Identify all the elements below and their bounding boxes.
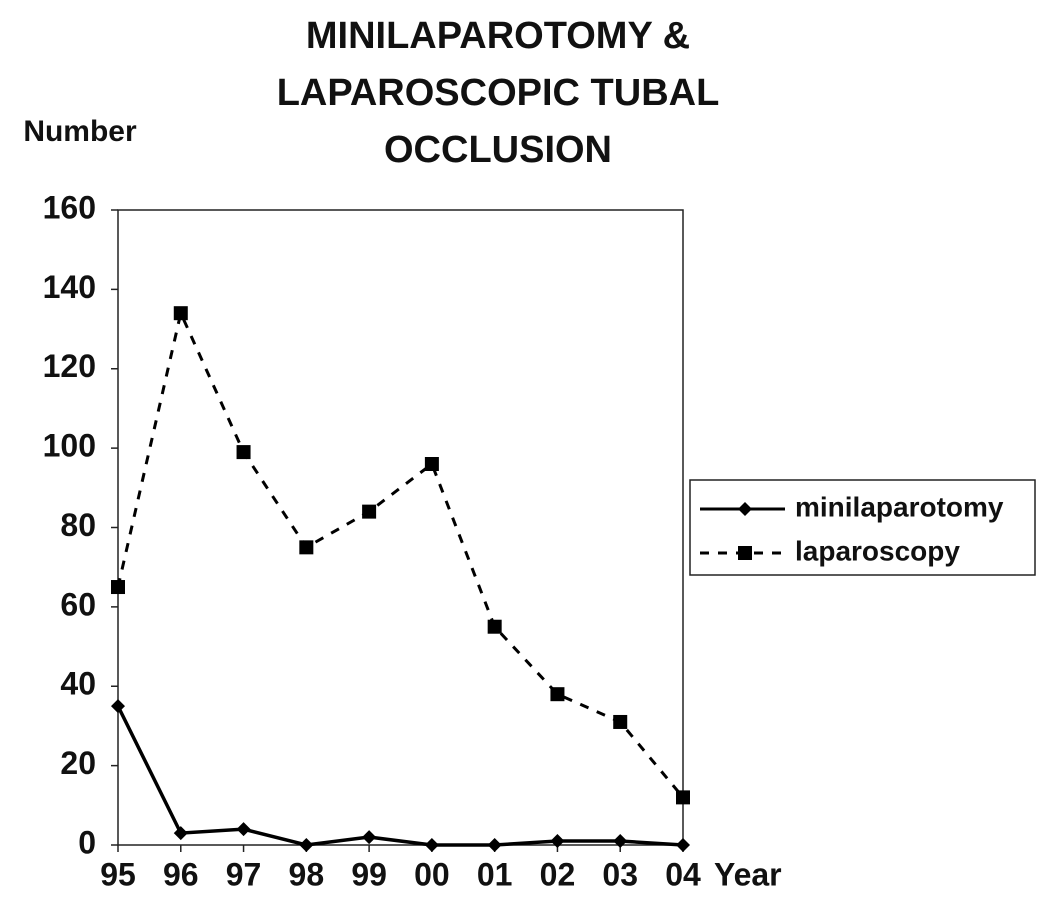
y-tick-label: 0 — [78, 824, 96, 860]
marker — [676, 838, 690, 852]
y-tick-label: 80 — [60, 507, 96, 543]
chart-title: MINILAPAROTOMY & — [306, 15, 690, 57]
marker — [676, 790, 690, 805]
legend-label: minilaparotomy — [795, 491, 1004, 522]
marker — [111, 699, 125, 714]
series-line — [116, 705, 684, 847]
x-tick-label: 04 — [665, 856, 701, 892]
y-axis-label: Number — [23, 115, 137, 148]
marker — [424, 838, 439, 852]
y-tick-label: 20 — [60, 745, 96, 781]
marker — [299, 838, 314, 852]
legend-marker — [738, 502, 752, 516]
x-tick-label: 96 — [163, 856, 199, 892]
y-tick-label: 100 — [43, 428, 96, 464]
marker — [236, 822, 251, 837]
x-tick-label: 02 — [540, 856, 576, 892]
marker — [550, 834, 565, 849]
series-line — [116, 308, 685, 799]
legend-label: laparoscopy — [795, 535, 960, 566]
chart-title: OCCLUSION — [384, 129, 612, 171]
x-tick-label: 98 — [289, 856, 325, 892]
x-tick-label: 99 — [351, 856, 387, 892]
x-tick-label: 03 — [602, 856, 638, 892]
y-tick-label: 160 — [43, 189, 96, 225]
y-tick-label: 120 — [43, 348, 96, 384]
legend-marker — [738, 546, 752, 560]
x-tick-label: 00 — [414, 856, 450, 892]
plot-frame — [117, 209, 684, 846]
y-tick-label: 40 — [60, 666, 96, 702]
x-tick-label: 95 — [100, 856, 136, 892]
marker — [550, 687, 565, 702]
marker — [613, 714, 628, 729]
marker — [173, 826, 188, 841]
x-tick-label: 97 — [226, 856, 262, 892]
x-axis-label: Year — [714, 856, 782, 892]
x-tick-label: 01 — [477, 856, 513, 892]
marker — [362, 504, 377, 519]
y-tick-label: 140 — [43, 269, 96, 305]
marker — [362, 830, 377, 845]
marker — [487, 838, 502, 852]
marker — [424, 457, 439, 471]
marker — [173, 306, 188, 321]
y-tick-label: 60 — [60, 586, 96, 622]
marker — [299, 540, 314, 555]
marker — [236, 445, 251, 460]
marker — [487, 619, 502, 634]
chart-title: LAPAROSCOPIC TUBAL — [277, 72, 720, 114]
marker — [613, 834, 628, 849]
marker — [111, 580, 125, 595]
